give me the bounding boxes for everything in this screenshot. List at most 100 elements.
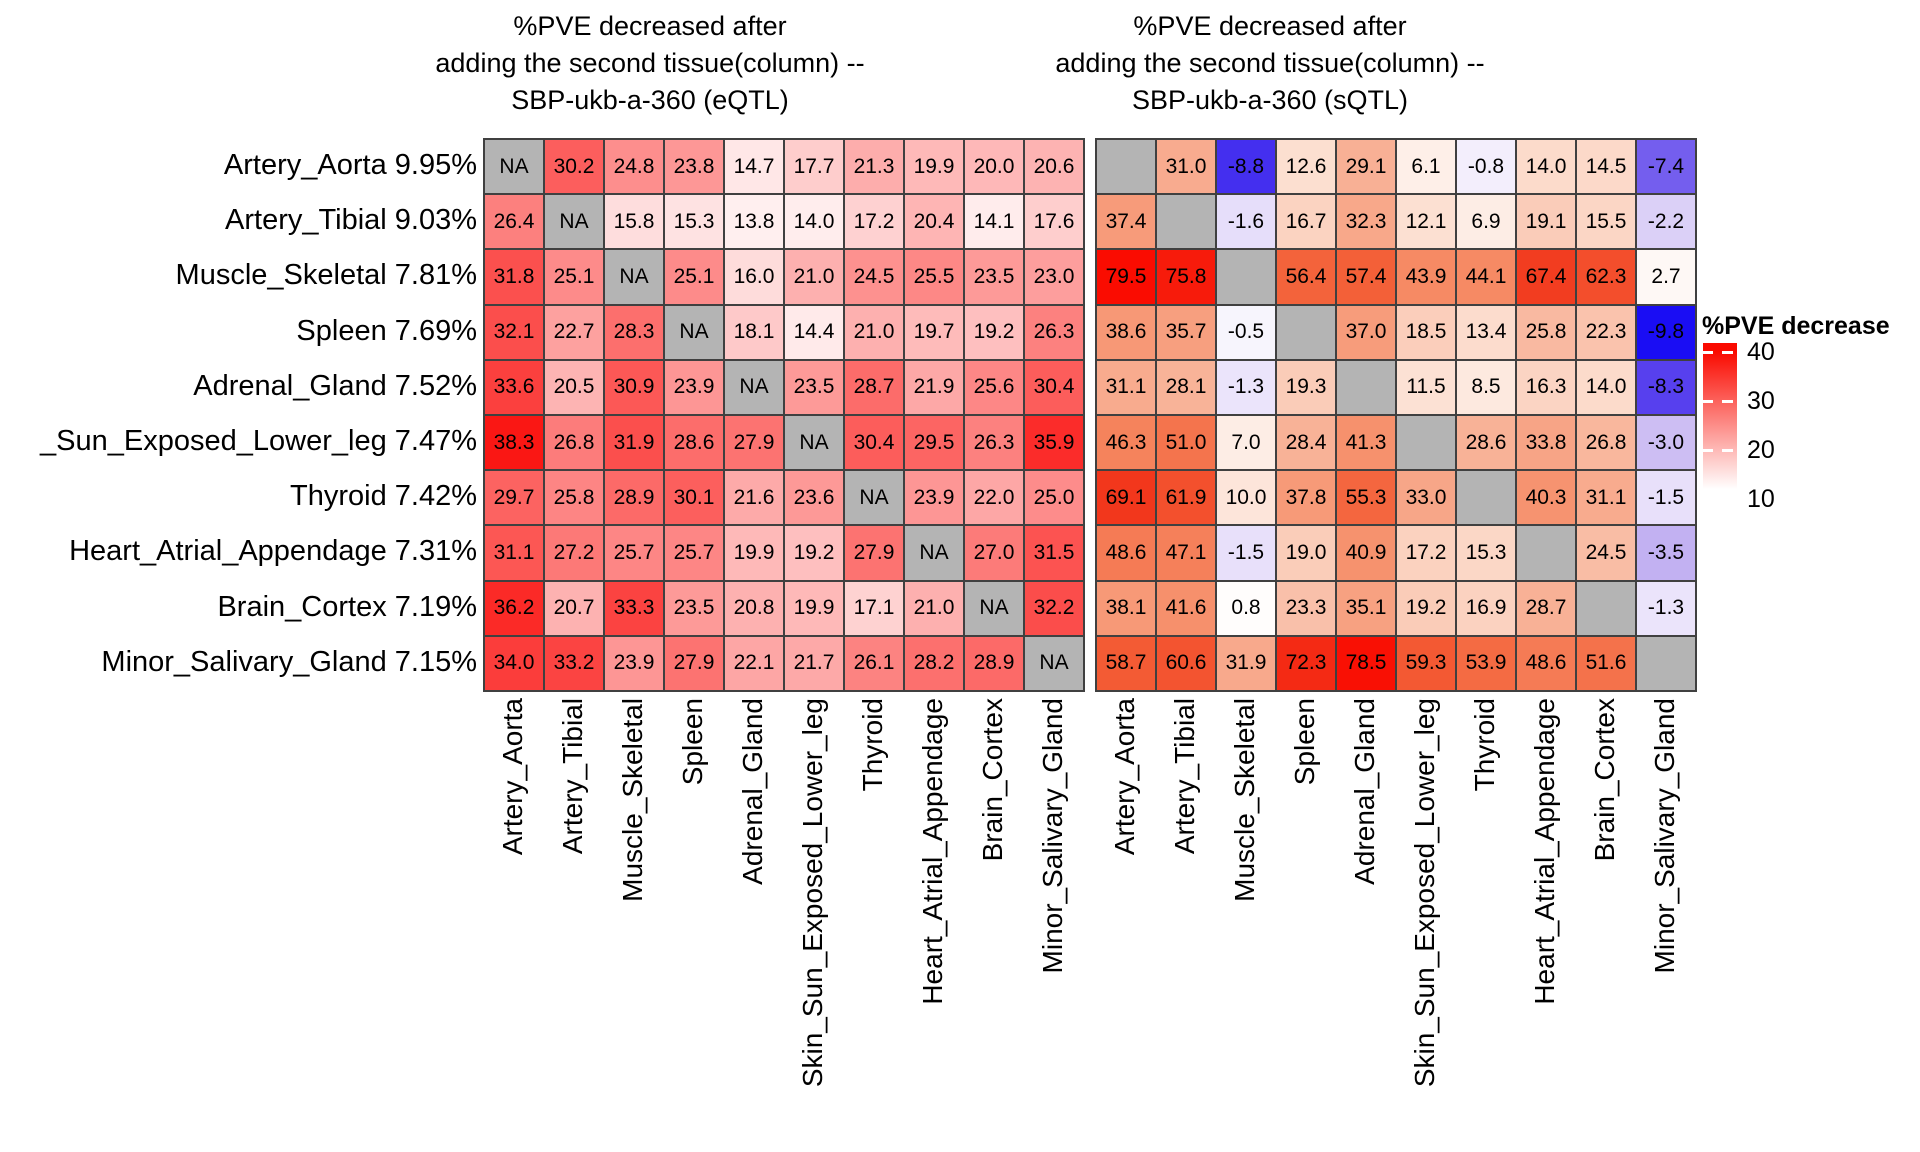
- heatmap-cell: 32.2: [1024, 580, 1084, 636]
- col-label-slot: Thyroid: [843, 698, 903, 1152]
- heatmap-cell: 44.1: [1456, 249, 1516, 305]
- heatmap-cell: 48.6: [1516, 635, 1576, 691]
- heatmap-cell: 6.1: [1396, 139, 1456, 195]
- heatmap-cell: 25.8: [544, 470, 604, 526]
- heatmap-cell: 31.8: [484, 249, 544, 305]
- heatmap-cell: 32.1: [484, 304, 544, 360]
- heatmap-cell: 47.1: [1156, 525, 1216, 581]
- heatmap-cell: 25.1: [664, 249, 724, 305]
- col-label-slot: Thyroid: [1455, 698, 1515, 1152]
- heatmap-cell: 17.2: [844, 194, 904, 250]
- heatmap-cell: 40.9: [1336, 525, 1396, 581]
- heatmap-cell: [1396, 415, 1456, 471]
- col-label-slot: Artery_Tibial: [543, 698, 603, 1152]
- col-label: Muscle_Skeletal: [616, 698, 648, 902]
- col-label-slot: Skin_Sun_Exposed_Lower_leg: [1395, 698, 1455, 1152]
- heatmap-cell: 0.8: [1216, 580, 1276, 636]
- heatmap-cell: 30.4: [1024, 359, 1084, 415]
- heatmap-cell: 23.0: [1024, 249, 1084, 305]
- legend-tick-label: 20: [1747, 436, 1775, 464]
- heatmap-cell: 24.5: [844, 249, 904, 305]
- col-label-slot: Skin_Sun_Exposed_Lower_leg: [783, 698, 843, 1152]
- heatmap-cell: 28.6: [664, 415, 724, 471]
- heatmap-cell: 56.4: [1276, 249, 1336, 305]
- heatmap-cell: 19.2: [784, 525, 844, 581]
- heatmap-cell: 20.5: [544, 359, 604, 415]
- legend-tick-dash: [1722, 351, 1733, 354]
- heatmap-cell: 14.1: [964, 194, 1024, 250]
- heatmap-cell: NA: [664, 304, 724, 360]
- heatmap-cell: 62.3: [1576, 249, 1636, 305]
- heatmap-cell: 38.6: [1096, 304, 1156, 360]
- heatmap-cell: 8.5: [1456, 359, 1516, 415]
- heatmap-eqtl: NA 30.2 24.8 23.8 14.7 17.7 21.3 19.9 20.0 20.6 26…: [483, 138, 1085, 692]
- heatmap-cell: -0.5: [1216, 304, 1276, 360]
- heatmap-cell: -3.0: [1636, 415, 1696, 471]
- heatmap-cell: [1216, 249, 1276, 305]
- heatmap-cell: 15.3: [664, 194, 724, 250]
- heatmap-cell: [1336, 359, 1396, 415]
- col-label-slot: Muscle_Skeletal: [1215, 698, 1275, 1152]
- col-label-slot: Heart_Atrial_Appendage: [1515, 698, 1575, 1152]
- heatmap-cell: -1.5: [1216, 525, 1276, 581]
- heatmap-cell: 16.3: [1516, 359, 1576, 415]
- heatmap-cell: [1156, 194, 1216, 250]
- heatmap-cell: 31.1: [1576, 470, 1636, 526]
- heatmap-cell: 23.9: [904, 470, 964, 526]
- heatmap-cell: 7.0: [1216, 415, 1276, 471]
- heatmap-cell: NA: [724, 359, 784, 415]
- heatmap-cell: 23.5: [784, 359, 844, 415]
- heatmap-cell: 23.6: [784, 470, 844, 526]
- heatmap-cell: 13.4: [1456, 304, 1516, 360]
- heatmap-cell: 51.0: [1156, 415, 1216, 471]
- col-label-slot: Artery_Tibial: [1155, 698, 1215, 1152]
- heatmap-cell: 28.4: [1276, 415, 1336, 471]
- col-label: Artery_Tibial: [1168, 698, 1200, 855]
- heatmap-cell: 20.4: [904, 194, 964, 250]
- heatmap-cell: [1456, 470, 1516, 526]
- heatmap-cell: 48.6: [1096, 525, 1156, 581]
- heatmap-cell: 21.0: [904, 580, 964, 636]
- heatmap-cell: 25.1: [544, 249, 604, 305]
- col-label: Heart_Atrial_Appendage: [916, 698, 948, 1005]
- col-label: Spleen: [1288, 698, 1320, 786]
- col-label-slot: Artery_Aorta: [483, 698, 543, 1152]
- heatmap-cell: 22.1: [724, 635, 784, 691]
- left-panel-title: %PVE decreased after adding the second t…: [435, 11, 865, 115]
- heatmap-cell: 22.0: [964, 470, 1024, 526]
- heatmap-cell: 21.7: [784, 635, 844, 691]
- legend-tick-dash: [1703, 351, 1713, 354]
- heatmap-cell: 17.1: [844, 580, 904, 636]
- col-label: Adrenal_Gland: [736, 698, 768, 885]
- heatmap-cell: NA: [484, 139, 544, 195]
- col-label: Artery_Aorta: [1108, 698, 1140, 856]
- col-label: Thyroid: [1468, 698, 1500, 792]
- heatmap-cell: 25.7: [664, 525, 724, 581]
- heatmap-cell: 17.7: [784, 139, 844, 195]
- heatmap-cell: 6.9: [1456, 194, 1516, 250]
- heatmap-cell: NA: [1024, 635, 1084, 691]
- heatmap-cell: 18.1: [724, 304, 784, 360]
- heatmap-cell: 19.3: [1276, 359, 1336, 415]
- heatmap-cell: 21.9: [904, 359, 964, 415]
- col-labels-eqtl: Artery_Aorta Artery_Tibial Muscle_Skeletal…: [483, 698, 1083, 1152]
- row-label: Heart_Atrial_Appendage 7.31%: [69, 535, 477, 568]
- legend-tick-label: 10: [1747, 485, 1775, 513]
- heatmap-cell: 38.3: [484, 415, 544, 471]
- heatmap-cell: 23.5: [964, 249, 1024, 305]
- heatmap-cell: 23.8: [664, 139, 724, 195]
- row-label: _Sun_Exposed_Lower_leg 7.47%: [40, 425, 477, 457]
- heatmap-cell: -1.3: [1636, 580, 1696, 636]
- row-label: Muscle_Skeletal 7.81%: [175, 259, 477, 292]
- heatmap-cell: 57.4: [1336, 249, 1396, 305]
- legend-tick-dash: [1722, 449, 1733, 452]
- col-label-slot: Brain_Cortex: [963, 698, 1023, 1152]
- col-labels-sqtl: Artery_Aorta Artery_Tibial Muscle_Skeletal…: [1095, 698, 1695, 1152]
- heatmap-cell: 55.3: [1336, 470, 1396, 526]
- heatmap-cell: 26.4: [484, 194, 544, 250]
- heatmap-cell: -8.3: [1636, 359, 1696, 415]
- heatmap-cell: -9.8: [1636, 304, 1696, 360]
- heatmap-cell: 27.9: [664, 635, 724, 691]
- col-label: Heart_Atrial_Appendage: [1528, 698, 1560, 1005]
- heatmap-cell: 33.6: [484, 359, 544, 415]
